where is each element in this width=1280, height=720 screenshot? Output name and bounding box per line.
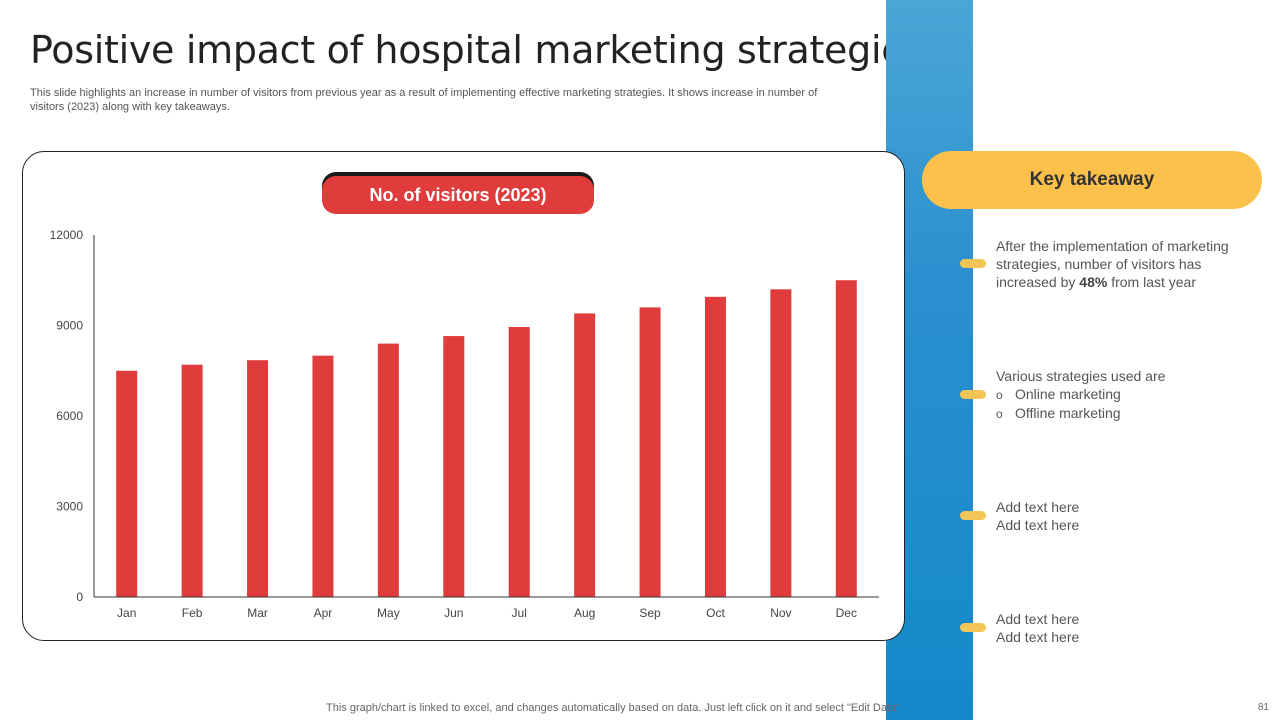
bar-mar[interactable] xyxy=(247,360,269,597)
bar-oct[interactable] xyxy=(704,296,726,597)
x-tick-label: Jul xyxy=(512,606,527,620)
x-tick-label: May xyxy=(377,606,400,620)
takeaway-1-line-1: After the implementation of marketing xyxy=(996,238,1229,254)
takeaway-2-bullet-2-text: Offline marketing xyxy=(1015,405,1121,421)
slide-subtitle: This slide highlights an increase in num… xyxy=(30,87,818,113)
takeaway-marker-2 xyxy=(960,390,986,399)
bar-nov[interactable] xyxy=(770,289,792,597)
x-tick-label: Jun xyxy=(444,606,463,620)
x-tick-label: Oct xyxy=(706,606,725,620)
x-tick-label: Mar xyxy=(247,606,268,620)
bar-chart[interactable]: 0 3000 6000 9000 12000 Jan Feb Mar Apr May Jun Jul… xyxy=(22,151,905,641)
y-tick-label: 3000 xyxy=(56,500,83,514)
bar-jun[interactable] xyxy=(443,336,465,597)
chart-title: No. of visitors (2023) xyxy=(322,176,594,214)
bar-dec[interactable] xyxy=(835,280,857,597)
x-tick-label: Jan xyxy=(117,606,136,620)
bar-sep[interactable] xyxy=(639,307,661,597)
bullet-circle-icon: o xyxy=(996,407,1003,421)
takeaway-2-line-1: Various strategies used are xyxy=(996,368,1166,384)
takeaway-2-bullet-1-text: Online marketing xyxy=(1015,386,1121,402)
takeaway-3-line-2: Add text here xyxy=(996,517,1080,533)
takeaway-4-line-1: Add text here xyxy=(996,611,1080,627)
key-takeaway-header: Key takeaway xyxy=(922,151,1262,209)
page-number: 81 xyxy=(1257,702,1269,713)
bar-feb[interactable] xyxy=(181,364,203,597)
x-tick-label: Apr xyxy=(314,606,333,620)
bullet-circle-icon: o xyxy=(996,388,1003,402)
bar-may[interactable] xyxy=(377,343,399,597)
y-tick-label: 12000 xyxy=(50,228,84,242)
takeaway-2-bullet-1: o Online marketing xyxy=(996,385,1256,404)
takeaway-1-line-2: strategies, number of visitors has xyxy=(996,256,1202,272)
bar-jul[interactable] xyxy=(508,327,530,597)
y-tick-label: 6000 xyxy=(56,409,83,423)
slide-title: Positive impact of hospital marketing st… xyxy=(30,28,924,72)
takeaway-1-line-3-post: from last year xyxy=(1107,274,1197,290)
x-tick-label: Feb xyxy=(182,606,203,620)
bar-jan[interactable] xyxy=(116,370,138,597)
takeaway-1-percentage: 48% xyxy=(1079,274,1108,290)
y-tick-label: 0 xyxy=(76,590,83,604)
footer-note: This graph/chart is linked to excel, and… xyxy=(326,702,901,714)
takeaway-marker-3 xyxy=(960,511,986,520)
takeaway-item-2: Various strategies used are o Online mark… xyxy=(996,367,1256,423)
y-tick-label: 9000 xyxy=(56,319,83,333)
x-tick-label: Nov xyxy=(770,606,791,620)
x-tick-label: Dec xyxy=(836,606,857,620)
x-tick-label: Sep xyxy=(639,606,661,620)
takeaway-1-line-3-pre: increased by xyxy=(996,274,1080,290)
takeaway-marker-1 xyxy=(960,259,986,268)
takeaway-2-bullet-2: o Offline marketing xyxy=(996,404,1256,423)
bar-aug[interactable] xyxy=(574,313,596,597)
takeaway-3-line-1: Add text here xyxy=(996,499,1080,515)
takeaway-marker-4 xyxy=(960,623,986,632)
x-tick-label: Aug xyxy=(574,606,595,620)
takeaway-item-4: Add text here Add text here xyxy=(996,610,1256,646)
takeaway-item-3: Add text here Add text here xyxy=(996,498,1256,534)
takeaway-1-line-3: increased by 48% from last year xyxy=(996,273,1256,291)
bar-apr[interactable] xyxy=(312,355,334,597)
takeaway-item-1: After the implementation of marketing st… xyxy=(996,237,1256,291)
takeaway-4-line-2: Add text here xyxy=(996,629,1080,645)
